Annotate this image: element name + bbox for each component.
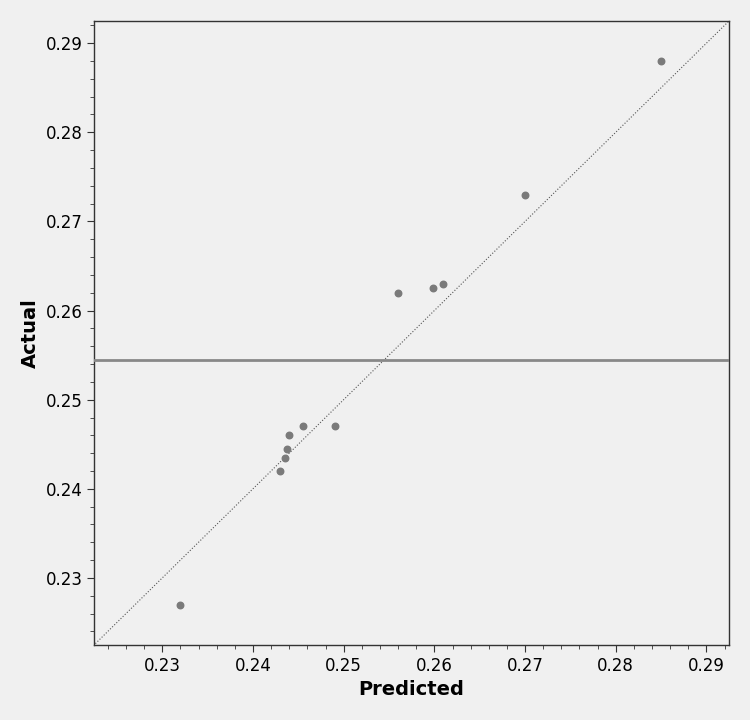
Point	[174, 599, 186, 611]
Point	[284, 430, 296, 441]
Point	[437, 278, 449, 289]
Point	[392, 287, 404, 299]
Point	[281, 443, 293, 454]
Point	[274, 465, 286, 477]
Point	[328, 420, 340, 432]
Y-axis label: Actual: Actual	[21, 298, 40, 368]
X-axis label: Predicted: Predicted	[358, 680, 464, 699]
Point	[297, 420, 309, 432]
Point	[656, 55, 668, 67]
Point	[427, 282, 439, 294]
Point	[519, 189, 531, 200]
Point	[279, 452, 291, 464]
